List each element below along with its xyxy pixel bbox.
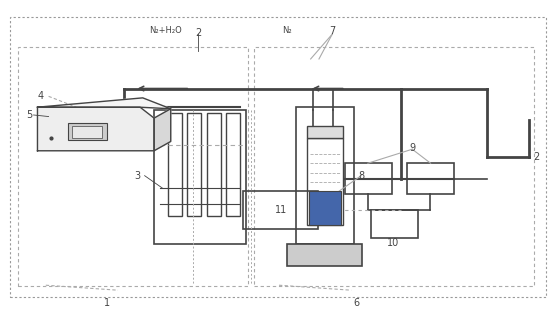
Text: 8: 8	[358, 171, 364, 181]
Text: 6: 6	[354, 298, 360, 308]
Text: 7: 7	[329, 26, 335, 36]
Text: 5: 5	[26, 110, 32, 120]
Polygon shape	[154, 109, 171, 151]
Bar	[72, 126, 103, 138]
Text: 2: 2	[533, 152, 540, 162]
Text: N₂+H₂O: N₂+H₂O	[149, 26, 181, 35]
Bar	[287, 244, 362, 266]
Text: 11: 11	[275, 205, 287, 215]
Bar	[371, 210, 418, 238]
Bar	[254, 46, 535, 286]
Bar	[226, 113, 240, 216]
Bar	[407, 163, 454, 194]
Bar	[187, 113, 201, 216]
Text: 1: 1	[104, 298, 110, 308]
Bar	[296, 107, 354, 244]
Bar	[68, 123, 107, 140]
Bar	[168, 113, 182, 216]
Polygon shape	[37, 98, 171, 109]
Bar	[243, 191, 319, 229]
Text: 2: 2	[195, 28, 201, 37]
Text: N₂: N₂	[282, 26, 292, 35]
Bar	[207, 113, 221, 216]
Bar	[307, 138, 343, 225]
Bar	[307, 126, 343, 138]
Bar	[309, 191, 340, 225]
Text: 4: 4	[37, 91, 44, 101]
Bar	[344, 163, 392, 194]
Polygon shape	[37, 107, 154, 151]
Bar	[154, 110, 246, 244]
Bar	[18, 46, 248, 286]
Text: 10: 10	[387, 238, 399, 247]
Text: 9: 9	[409, 143, 415, 153]
Text: 3: 3	[134, 171, 141, 181]
